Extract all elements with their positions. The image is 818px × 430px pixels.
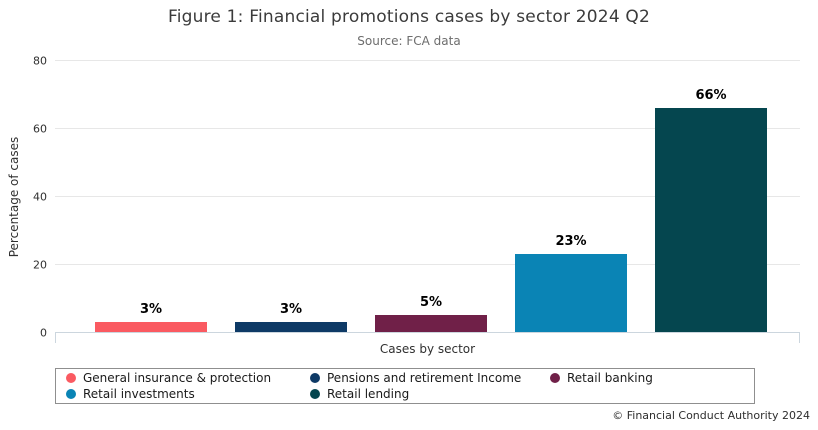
copyright-text: © Financial Conduct Authority 2024 [612, 409, 810, 422]
bar [95, 321, 207, 332]
legend-item: General insurance & protection [66, 371, 310, 385]
legend-dot-icon [66, 373, 76, 383]
legend-item: Retail banking [550, 371, 744, 385]
legend-item: Retail investments [66, 387, 310, 401]
y-tick-label: 20 [33, 258, 47, 272]
gridline [55, 196, 800, 197]
legend-dot-icon [66, 389, 76, 399]
legend-item: Retail lending [310, 387, 550, 401]
legend-label: Pensions and retirement Income [327, 371, 522, 385]
bar [655, 107, 767, 332]
x-axis-end-tick [55, 333, 56, 343]
y-tick-label: 0 [40, 326, 47, 340]
gridline [55, 60, 800, 61]
legend-label: Retail banking [567, 371, 653, 385]
bar-slot: 3% [81, 302, 221, 332]
gridline [55, 128, 800, 129]
y-axis-title: Percentage of cases [7, 136, 21, 258]
legend-item: Pensions and retirement Income [310, 371, 550, 385]
y-tick-label: 60 [33, 122, 47, 136]
legend-dot-icon [550, 373, 560, 383]
bar [515, 253, 627, 332]
x-axis-title: Cases by sector [379, 342, 476, 356]
gridline [55, 264, 800, 265]
plot-area: 3% 3% 5% 23% 66% 0 20 40 60 80 [33, 55, 800, 343]
bar-slot: 66% [641, 88, 781, 332]
legend: General insurance & protection Pensions a… [55, 368, 755, 404]
legend-dot-icon [310, 373, 320, 383]
legend-label: Retail investments [83, 387, 195, 401]
bar-value-label: 23% [555, 233, 587, 249]
y-tick-label: 40 [33, 190, 47, 204]
bar-value-label: 66% [695, 87, 727, 103]
bar-value-label: 5% [419, 295, 443, 310]
legend-label: Retail lending [327, 387, 410, 401]
bar-slot: 3% [221, 302, 361, 332]
bar-slot: 23% [501, 234, 641, 332]
chart-subtitle: Source: FCA data [357, 34, 461, 48]
bar-value-label: 3% [139, 301, 163, 317]
x-axis-line [55, 332, 800, 333]
bar [375, 315, 487, 332]
bar-slot: 5% [361, 295, 501, 332]
bars-row: 3% 3% 5% 23% 66% [81, 31, 781, 332]
y-tick-label: 80 [33, 54, 47, 68]
legend-label: General insurance & protection [83, 371, 272, 385]
legend-dot-icon [310, 389, 320, 399]
bar [235, 321, 347, 332]
bar-value-label: 3% [279, 301, 303, 317]
x-axis-end-tick [799, 333, 800, 343]
chart-title: Figure 1: Financial promotions cases by … [167, 7, 651, 27]
